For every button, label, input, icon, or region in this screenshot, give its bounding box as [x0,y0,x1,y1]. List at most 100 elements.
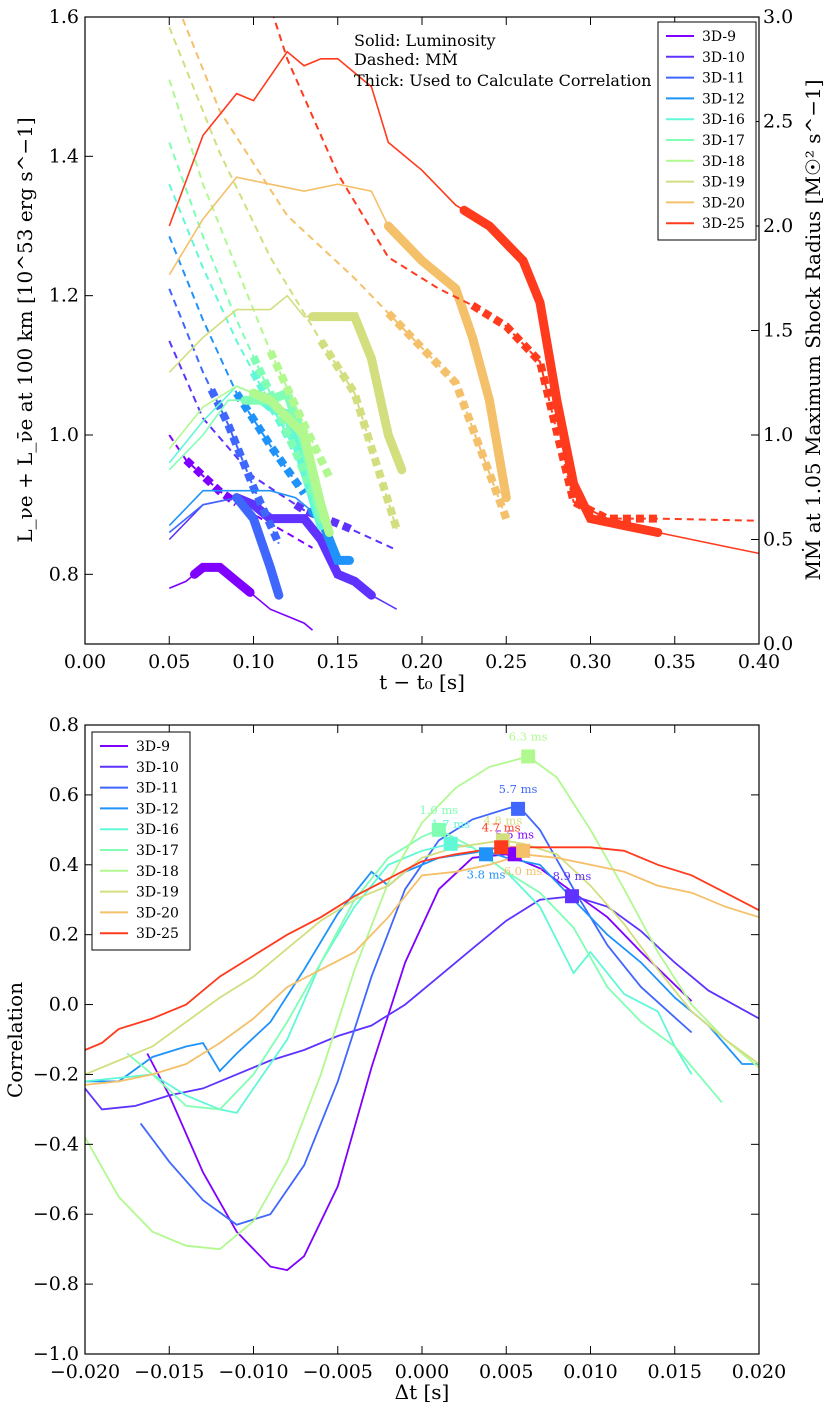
top-ytick-label: 0.8 [49,563,79,585]
bottom-ytick-label: −0.4 [33,1133,79,1155]
top-xtick-label: 0.30 [569,651,611,673]
top-chart: 0.00 0.05 0.10 0.15 0.20 0.25 0.30 0.35 0.40 0.8 1… [13,6,825,694]
corr-line-3d-17 [126,828,723,1111]
legend-label-3d-18: 3D-18 [702,154,745,170]
mdot-thick-3d-25 [470,301,658,523]
mdot-thick-3d-20 [385,310,511,520]
peak-marker-3d-16 [443,836,458,851]
top-ytick-label: 1.2 [49,285,79,307]
top-ytick-right-label: 2.0 [763,215,793,237]
legend-label-3d-10: 3D-10 [702,50,745,66]
peak-marker-3d-18 [521,749,536,764]
mdot-line-3d-16 [168,183,322,499]
mdot-line-3d-11 [168,288,280,545]
corr-line-3d-16 [84,842,693,1114]
peak-marker-3d-11 [511,801,526,816]
bottom-ytick-label: 0.2 [49,924,79,946]
top-series-group [168,17,759,631]
bottom-chart-lines: 5.5 ms8.9 ms5.7 ms3.8 ms1.7 ms1.0 ms6.3 … [84,729,760,1272]
top-ylabel: L_νe + L_ν̄e at 100 km [10^53 erg s^−1] [13,117,37,542]
peak-label-3d-25: 4.7 ms [482,820,521,834]
lum-line-3d-20 [168,176,508,498]
bottom-chart-ticks: −0.020 −0.015 −0.010 −0.005 0.000 0.005 0.010 0… [33,714,786,1383]
legend-label-3d-10: 3D-10 [136,760,179,776]
legend-label-3d-12: 3D-12 [702,91,745,107]
top-xtick-label: 0.35 [654,651,696,673]
bottom-ylabel: Correlation [3,982,27,1098]
top-ytick-right-label: 2.5 [763,111,793,133]
legend-label-3d-17: 3D-17 [136,843,179,859]
top-xtick-label: 0.10 [232,651,274,673]
top-chart-lines [168,17,759,631]
top-xtick-label: 0.05 [148,651,190,673]
bottom-xtick-label: 0.015 [648,1361,702,1383]
bottom-xtick-label: 0.000 [395,1361,449,1383]
top-legend: 3D-9 3D-10 3D-11 3D-12 3D-16 3D-17 3D-18 3D-19 3… [657,21,757,241]
bottom-ytick-label: 0.4 [49,854,79,876]
lum-thick-3d-20 [383,221,511,503]
top-ytick-right-label: 1.5 [763,320,793,342]
top-ytick-right-label: 0.5 [763,529,793,551]
bottom-xtick-label: 0.020 [732,1361,786,1383]
bottom-ytick-label: 0.0 [49,994,79,1016]
bottom-xlabel: Δt [s] [395,1380,450,1404]
bottom-xtick-label: −0.020 [50,1361,120,1383]
bottom-xtick-label: 0.010 [563,1361,617,1383]
mdot-thick-3d-18 [266,349,333,479]
peak-label-3d-17: 1.0 ms [419,803,458,817]
peak-marker-3d-12 [479,847,494,862]
bottom-legend: 3D-9 3D-10 3D-11 3D-12 3D-16 3D-17 3D-18 3D-19 3… [91,731,191,951]
corr-line-3d-20 [84,853,760,1086]
bottom-xtick-label: −0.010 [218,1361,288,1383]
legend-label-3d-9: 3D-9 [702,29,736,45]
mdot-thick-3d-17 [249,354,317,495]
corr-line-3d-18 [84,755,760,1251]
annotation-line-3: Thick: Used to Calculate Correlation [354,71,651,90]
legend-label-3d-18: 3D-18 [136,864,179,880]
corr-line-3d-10 [84,895,760,1111]
top-annotation: Solid: Luminosity Dashed: MṀ Thick: Used… [354,31,651,90]
top-ytick-label: 1.6 [49,6,79,28]
top-ytick-right-label: 3.0 [763,6,793,28]
legend-label-3d-19: 3D-19 [136,885,179,901]
legend-label-3d-20: 3D-20 [136,905,179,921]
top-chart-ticks: 0.00 0.05 0.10 0.15 0.20 0.25 0.30 0.35 0.40 0.8 1… [49,6,793,673]
bottom-xtick-label: 0.005 [479,1361,533,1383]
bottom-ytick-label: 0.6 [49,784,79,806]
corr-line-3d-25 [84,846,760,1051]
legend-label-3d-11: 3D-11 [702,71,745,87]
top-xtick-label: 0.20 [401,651,443,673]
mdot-line-3d-19 [168,27,398,530]
peak-marker-3d-10 [564,889,579,904]
legend-label-3d-20: 3D-20 [702,195,745,211]
bottom-ytick-label: −0.8 [33,1273,79,1295]
legend-label-3d-9: 3D-9 [136,739,170,755]
bottom-ytick-label: −0.6 [33,1203,79,1225]
mdot-thick-3d-11 [207,387,283,546]
top-xtick-label: 0.25 [485,651,527,673]
lum-thick-3d-11 [232,493,284,600]
legend-label-3d-17: 3D-17 [702,133,745,149]
legend-label-3d-16: 3D-16 [702,112,745,128]
legend-frame [657,21,757,241]
corr-line-3d-19 [84,839,760,1076]
bottom-ytick-label: 0.8 [49,714,79,736]
legend-label-3d-16: 3D-16 [136,822,179,838]
bottom-ytick-label: −0.2 [33,1063,79,1085]
legend-label-3d-12: 3D-12 [136,801,179,817]
top-ytick-right-label: 0.0 [763,633,793,655]
legend-frame [91,731,191,951]
top-xtick-label: 0.00 [64,651,106,673]
lum-thick-3d-19 [308,312,407,475]
peak-label-3d-10: 8.9 ms [553,869,592,883]
top-ytick-right-label: 1.0 [763,424,793,446]
annotation-line-1: Solid: Luminosity [354,31,496,50]
bottom-ytick-label: −1.0 [33,1343,79,1365]
peak-label-3d-12: 3.8 ms [467,867,506,881]
peak-label-3d-11: 5.7 ms [499,782,538,796]
peak-label-3d-20: 6.0 ms [504,864,543,878]
bottom-xtick-label: −0.015 [134,1361,204,1383]
top-ylabel-right: MṀ at 1.05 Maximum Shock Radius [M☉² s^−… [801,79,825,580]
lum-thick-3d-9 [190,562,255,597]
